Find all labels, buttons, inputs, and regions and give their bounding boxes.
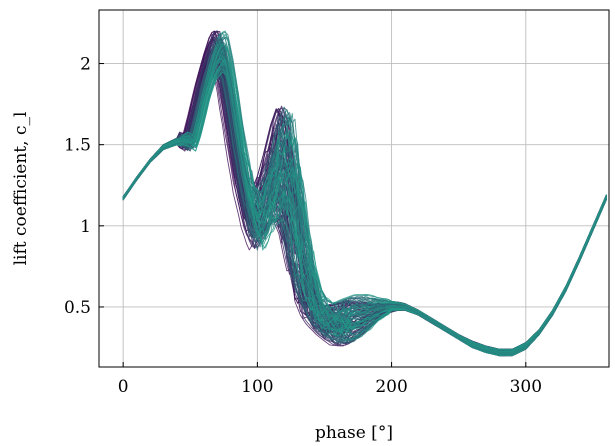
cl-curve	[122, 32, 607, 351]
cl-curve	[122, 68, 607, 356]
cl-curve	[122, 71, 607, 357]
x-tick-label: 100	[241, 377, 273, 397]
y-axis-label: lift coefficient, c_l	[11, 112, 31, 266]
y-tick-label: 0.5	[64, 298, 91, 318]
cl-curve	[122, 54, 607, 353]
cl-curve	[122, 43, 607, 352]
x-axis-label: phase [°]	[315, 423, 393, 443]
cl-curve	[122, 30, 607, 350]
tick-labels: 0 100 200 300 0.5 1 1.5 2	[64, 55, 542, 397]
y-tick-label: 1.5	[64, 136, 91, 156]
x-tick-label: 300	[510, 377, 542, 397]
tick-marks	[99, 63, 527, 367]
x-tick-label: 200	[375, 377, 407, 397]
cl-curve	[122, 57, 607, 355]
plot-frame	[98, 9, 610, 368]
y-tick-label: 1	[80, 217, 91, 237]
y-tick-label: 2	[80, 55, 91, 75]
curve-bundle	[122, 30, 607, 357]
x-tick-label: 0	[118, 377, 129, 397]
